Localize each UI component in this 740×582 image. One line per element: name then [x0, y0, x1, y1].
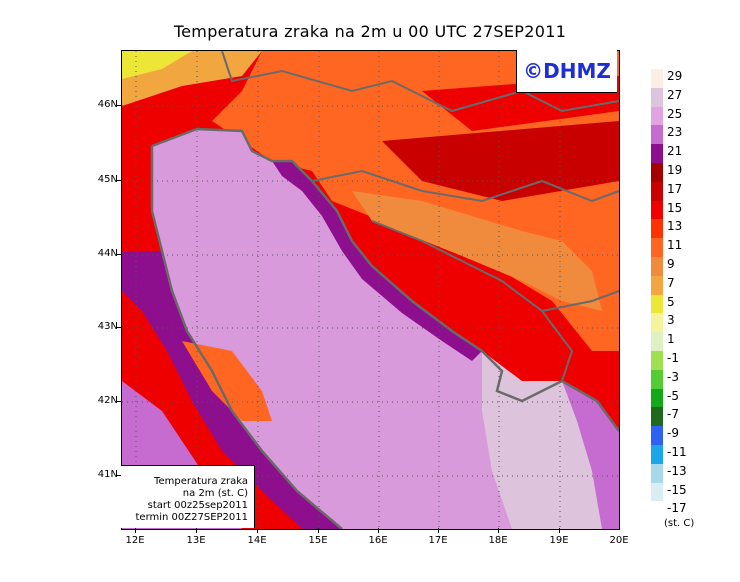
lon-label-15: 15E [308, 535, 328, 546]
lat-tick [116, 475, 121, 476]
lon-label-19: 19E [549, 535, 569, 546]
legend-label: 5 [667, 294, 675, 309]
legend-label: -5 [667, 388, 679, 403]
legend-swatch [651, 294, 663, 314]
coastline-west [150, 146, 343, 529]
legend-label: 11 [667, 238, 683, 253]
legend-swatch [651, 275, 663, 296]
lat-label-44: 44N [97, 248, 118, 259]
croatia-border [311, 169, 619, 203]
legend-label: 21 [667, 144, 683, 159]
legend-swatch [651, 482, 663, 502]
albania-coast-band [562, 381, 619, 529]
lon-label-17: 17E [428, 535, 448, 546]
legend-swatch [651, 501, 663, 521]
bosnia-border [371, 220, 574, 382]
legend-label: -17 [667, 501, 687, 516]
info-line-1: Temperatura zraka [154, 476, 248, 487]
lat-label-46: 46N [97, 99, 118, 110]
legend-swatch [651, 106, 663, 126]
legend-swatch [651, 125, 663, 145]
lon-tick [135, 528, 136, 533]
info-line-4: termin 00Z27SEP2011 [135, 512, 249, 523]
lon-tick [559, 528, 560, 533]
info-line-2: na 2m (st. C) [182, 488, 248, 499]
legend-label: 23 [667, 125, 683, 140]
lon-tick [498, 528, 499, 533]
legend-label: 17 [667, 181, 683, 196]
italian-coast-band [122, 251, 342, 529]
legend-swatch [651, 144, 663, 164]
legend-label: -1 [667, 351, 679, 365]
legend-label: 13 [667, 219, 683, 234]
legend-swatch [651, 445, 663, 465]
dhmz-logo: ©DHMZ [516, 50, 617, 93]
legend-label: 3 [667, 313, 675, 328]
lat-label-41: 41N [97, 469, 118, 480]
lon-label-13: 13E [186, 535, 206, 546]
lon-tick [196, 528, 197, 533]
legend-label: -15 [667, 482, 687, 497]
legend-swatch [651, 181, 663, 202]
croatian-coast-band [272, 161, 482, 361]
legend-label: -9 [667, 426, 679, 441]
legend-label: -7 [667, 407, 679, 422]
legend-swatch [651, 69, 663, 89]
legend-swatch [651, 257, 663, 277]
legend-label: -11 [667, 445, 687, 459]
northern-border [221, 51, 619, 113]
lat-tick [116, 401, 121, 402]
lon-label-16: 16E [368, 535, 388, 546]
legend-swatch [651, 87, 663, 108]
serbia-border [541, 290, 619, 312]
inland-light-orange-zone [352, 191, 602, 311]
lat-label-43: 43N [97, 321, 118, 332]
legend-label: -3 [667, 369, 679, 384]
lon-label-20: 20E [609, 535, 629, 546]
legend-swatch [651, 313, 663, 333]
legend-swatch [651, 163, 663, 183]
legend-swatch [651, 407, 663, 427]
info-line-3: start 00z25sep2011 [147, 500, 248, 511]
map-title: Temperatura zraka na 2m u 00 UTC 27SEP20… [173, 22, 567, 41]
lon-label-14: 14E [247, 535, 267, 546]
legend-label: 7 [667, 275, 675, 290]
info-box: Temperatura zraka na 2m (st. C) start 00… [121, 465, 255, 528]
legend-swatch [651, 463, 663, 484]
legend-swatch [651, 351, 663, 371]
coastline-east [151, 127, 619, 432]
legend-swatch [651, 388, 663, 408]
map-svg [122, 51, 619, 529]
lon-tick [378, 528, 379, 533]
lat-tick [116, 180, 121, 181]
legend-label: 15 [667, 200, 683, 215]
alps-cold-zone [122, 51, 192, 79]
legend-swatch [651, 426, 663, 446]
legend-swatch [651, 369, 663, 390]
legend-swatch [651, 219, 663, 239]
lon-tick [318, 528, 319, 533]
lon-label-18: 18E [488, 535, 508, 546]
lat-label-45: 45N [97, 174, 118, 185]
legend-label: 19 [667, 163, 683, 177]
legend-swatch [651, 332, 663, 352]
legend-label: 1 [667, 332, 675, 347]
legend-label: 27 [667, 87, 683, 102]
legend-swatch [651, 238, 663, 258]
lon-label-12: 12E [125, 535, 145, 546]
legend-swatch [651, 200, 663, 220]
legend-label: -13 [667, 463, 687, 478]
lat-tick [116, 327, 121, 328]
lon-tick [438, 528, 439, 533]
lon-tick [257, 528, 258, 533]
lat-label-42: 42N [97, 395, 118, 406]
legend-label: 9 [667, 257, 675, 271]
lat-tick [116, 105, 121, 106]
legend-label: 25 [667, 106, 683, 121]
legend-label: 29 [667, 69, 683, 83]
lat-tick [116, 254, 121, 255]
temperature-map [121, 50, 620, 530]
legend-units: (st. C) [664, 518, 695, 529]
